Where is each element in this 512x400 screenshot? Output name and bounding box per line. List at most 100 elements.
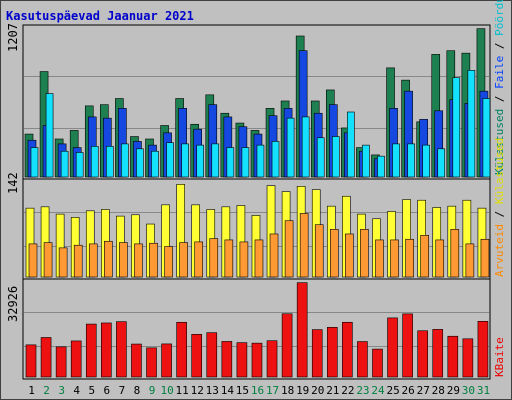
x-tick-label-7: 7 <box>119 384 126 397</box>
middle-bar-1-day-23 <box>360 229 369 278</box>
top-bar-2-day-25 <box>392 143 400 178</box>
x-tick-label-19: 19 <box>296 384 309 397</box>
bottom-bar-day-8 <box>131 343 142 378</box>
bottom-bar-day-25 <box>387 317 398 378</box>
top-bar-2-day-19 <box>301 116 310 178</box>
x-tick-label-10: 10 <box>160 384 173 397</box>
top-bar-2-day-16 <box>256 144 265 178</box>
x-tick-label-12: 12 <box>191 384 204 397</box>
middle-bar-1-day-20 <box>314 224 324 278</box>
top-bar-2-day-18 <box>286 117 295 178</box>
bottom-bar-day-1 <box>25 344 37 378</box>
top-bar-2-day-30 <box>467 70 476 178</box>
top-ymax-label: 1207 <box>6 23 20 52</box>
x-tick-label-16: 16 <box>251 384 264 397</box>
top-bar-2-day-13 <box>211 143 220 178</box>
bottom-bar-day-9 <box>146 347 157 378</box>
bottom-bar-day-21 <box>326 327 338 378</box>
top-bar-2-day-31 <box>482 98 491 178</box>
bottom-bar-day-13 <box>206 332 218 378</box>
x-tick-label-26: 26 <box>402 384 415 397</box>
top-bar-2-day-10 <box>166 142 174 178</box>
top-bar-2-day-20 <box>316 137 325 178</box>
middle-bar-1-day-27 <box>420 234 429 278</box>
top-bar-2-day-29 <box>452 77 461 178</box>
legend-sep-1: / <box>493 89 506 109</box>
middle-bar-1-day-11 <box>179 242 188 278</box>
middle-bar-1-day-31 <box>480 238 490 278</box>
top-bar-2-day-5 <box>90 146 99 178</box>
top-bar-2-day-9 <box>151 150 159 178</box>
x-tick-label-24: 24 <box>371 384 385 397</box>
bottom-bar-day-29 <box>447 335 459 378</box>
top-bar-2-day-7 <box>121 143 129 178</box>
top-bar-2-day-24 <box>377 155 385 178</box>
middle-bar-1-day-10 <box>164 246 173 278</box>
top-bar-2-day-22 <box>347 111 355 178</box>
x-tick-label-21: 21 <box>326 384 339 397</box>
middle-bar-1-day-18 <box>284 220 294 278</box>
x-tick-label-11: 11 <box>176 384 189 397</box>
top-bar-2-day-4 <box>75 152 84 178</box>
middle-bar-1-day-4 <box>73 244 83 278</box>
x-tick-label-30: 30 <box>462 384 475 397</box>
x-tick-label-17: 17 <box>266 384 279 397</box>
bottom-bar-day-31 <box>477 321 489 378</box>
legend-sep-3: / <box>493 204 506 224</box>
x-tick-label-1: 1 <box>28 384 35 397</box>
legend-pages: Pöördumisi <box>493 0 506 36</box>
top-bar-2-day-6 <box>106 146 114 178</box>
middle-bar-1-day-25 <box>390 239 399 278</box>
top-bar-2-day-1 <box>30 147 39 178</box>
middle-bar-1-day-15 <box>239 241 249 278</box>
bottom-bar-day-12 <box>191 333 203 378</box>
middle-bar-1-day-1 <box>28 243 38 278</box>
middle-bar-1-day-12 <box>194 241 204 278</box>
top-bar-2-day-11 <box>181 143 189 178</box>
bottom-bar-day-14 <box>221 341 233 378</box>
panel-bottom-frame <box>22 278 491 380</box>
middle-bar-1-day-28 <box>435 239 445 278</box>
x-tick-label-6: 6 <box>104 384 111 397</box>
x-tick-label-8: 8 <box>134 384 141 397</box>
x-tick-label-5: 5 <box>88 384 95 397</box>
x-tick-label-20: 20 <box>311 384 324 397</box>
middle-bar-1-day-2 <box>43 242 53 278</box>
x-tick-label-9: 9 <box>149 384 156 397</box>
top-bar-2-day-23 <box>362 144 370 178</box>
middle-bar-1-day-17 <box>269 233 279 278</box>
bottom-bar-day-28 <box>432 329 444 378</box>
middle-bar-1-day-8 <box>134 243 143 278</box>
x-tick-label-28: 28 <box>432 384 445 397</box>
bottom-bar-day-27 <box>417 330 428 378</box>
bottom-bar-day-7 <box>116 321 127 378</box>
bottom-bar-day-26 <box>402 313 413 378</box>
middle-bar-1-day-6 <box>104 240 113 278</box>
middle-bar-1-day-24 <box>375 239 384 278</box>
top-bar-2-day-15 <box>241 147 250 178</box>
middle-bar-1-day-21 <box>329 229 339 278</box>
top-bar-2-day-8 <box>136 148 144 178</box>
bottom-bar-day-18 <box>281 313 293 378</box>
x-tick-label-13: 13 <box>206 384 219 397</box>
bottom-bar-day-23 <box>357 341 368 378</box>
top-bar-2-day-21 <box>331 136 340 178</box>
middle-bar-1-day-7 <box>119 242 128 278</box>
bottom-ymax-label: 32926 <box>6 286 20 322</box>
x-tick-label-2: 2 <box>43 384 50 397</box>
top-bar-2-day-27 <box>422 144 430 178</box>
legend-files: Faile <box>493 56 506 89</box>
bottom-bar-day-5 <box>85 323 97 378</box>
x-tick-label-29: 29 <box>447 384 460 397</box>
top-bar-2-day-28 <box>437 148 446 178</box>
legend-sites: Arvuteid <box>493 224 506 277</box>
bottom-right-legend: KBaite <box>493 337 506 377</box>
middle-bar-1-day-29 <box>450 229 460 278</box>
bottom-bar-day-22 <box>342 321 353 378</box>
bottom-bar-day-19 <box>296 282 308 378</box>
x-tick-label-4: 4 <box>73 384 80 397</box>
bottom-bar-day-17 <box>266 340 278 378</box>
bottom-bar-day-16 <box>251 342 263 378</box>
middle-bar-1-day-16 <box>254 239 264 278</box>
